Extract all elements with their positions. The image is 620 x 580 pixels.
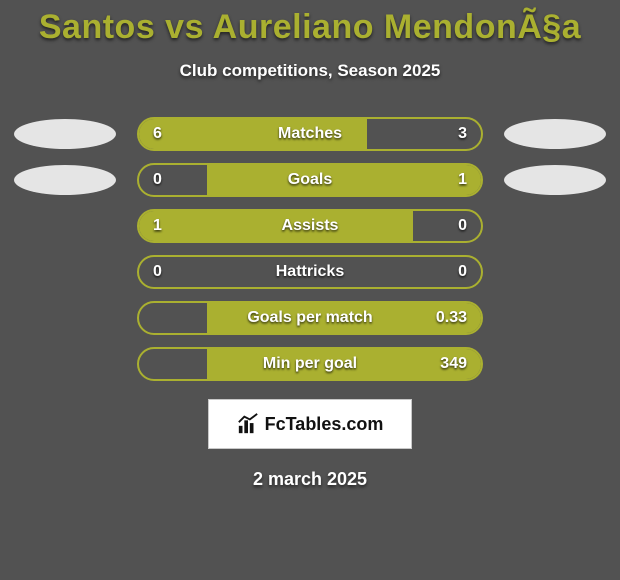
source-logo[interactable]: FcTables.com (208, 399, 412, 449)
stat-bar: Goals per match0.33 (137, 301, 483, 335)
stat-bar: 1Assists0 (137, 209, 483, 243)
stat-value-left: 0 (153, 165, 162, 195)
subtitle: Club competitions, Season 2025 (0, 61, 620, 81)
date-label: 2 march 2025 (0, 469, 620, 490)
stat-row: Min per goal349 (0, 347, 620, 381)
fill-right (207, 165, 481, 195)
bar-wrap: 0Goals1 (130, 163, 490, 197)
stat-value-right: 0 (458, 211, 467, 241)
stat-row: 6Matches3 (0, 117, 620, 151)
comparison-card: Santos vs Aureliano MendonÃ§a Club compe… (0, 0, 620, 490)
bar-wrap: Min per goal349 (130, 347, 490, 381)
stat-bar: 0Hattricks0 (137, 255, 483, 289)
player-avatar-right (504, 165, 606, 195)
avatar-slot-left (0, 119, 130, 149)
avatar-slot-right (490, 165, 620, 195)
stat-row: 1Assists0 (0, 209, 620, 243)
bar-wrap: 6Matches3 (130, 117, 490, 151)
stat-label: Hattricks (139, 257, 481, 287)
fill-right (207, 349, 481, 379)
bar-wrap: Goals per match0.33 (130, 301, 490, 335)
stat-bar: 0Goals1 (137, 163, 483, 197)
player-avatar-left (14, 165, 116, 195)
stat-value-right: 3 (458, 119, 467, 149)
avatar-slot-right (490, 119, 620, 149)
avatar-slot-left (0, 165, 130, 195)
stat-row: Goals per match0.33 (0, 301, 620, 335)
bar-wrap: 1Assists0 (130, 209, 490, 243)
player-avatar-left (14, 119, 116, 149)
logo-text: FcTables.com (265, 414, 384, 435)
bar-wrap: 0Hattricks0 (130, 255, 490, 289)
stats-list: 6Matches30Goals11Assists00Hattricks0Goal… (0, 117, 620, 381)
page-title: Santos vs Aureliano MendonÃ§a (0, 8, 620, 47)
stat-row: 0Hattricks0 (0, 255, 620, 289)
stat-row: 0Goals1 (0, 163, 620, 197)
stat-bar: 6Matches3 (137, 117, 483, 151)
stat-value-left: 0 (153, 257, 162, 287)
fill-left (139, 119, 367, 149)
stat-bar: Min per goal349 (137, 347, 483, 381)
bars-icon (237, 413, 259, 435)
stat-value-right: 0 (458, 257, 467, 287)
fill-right (207, 303, 481, 333)
player-avatar-right (504, 119, 606, 149)
fill-left (139, 211, 413, 241)
